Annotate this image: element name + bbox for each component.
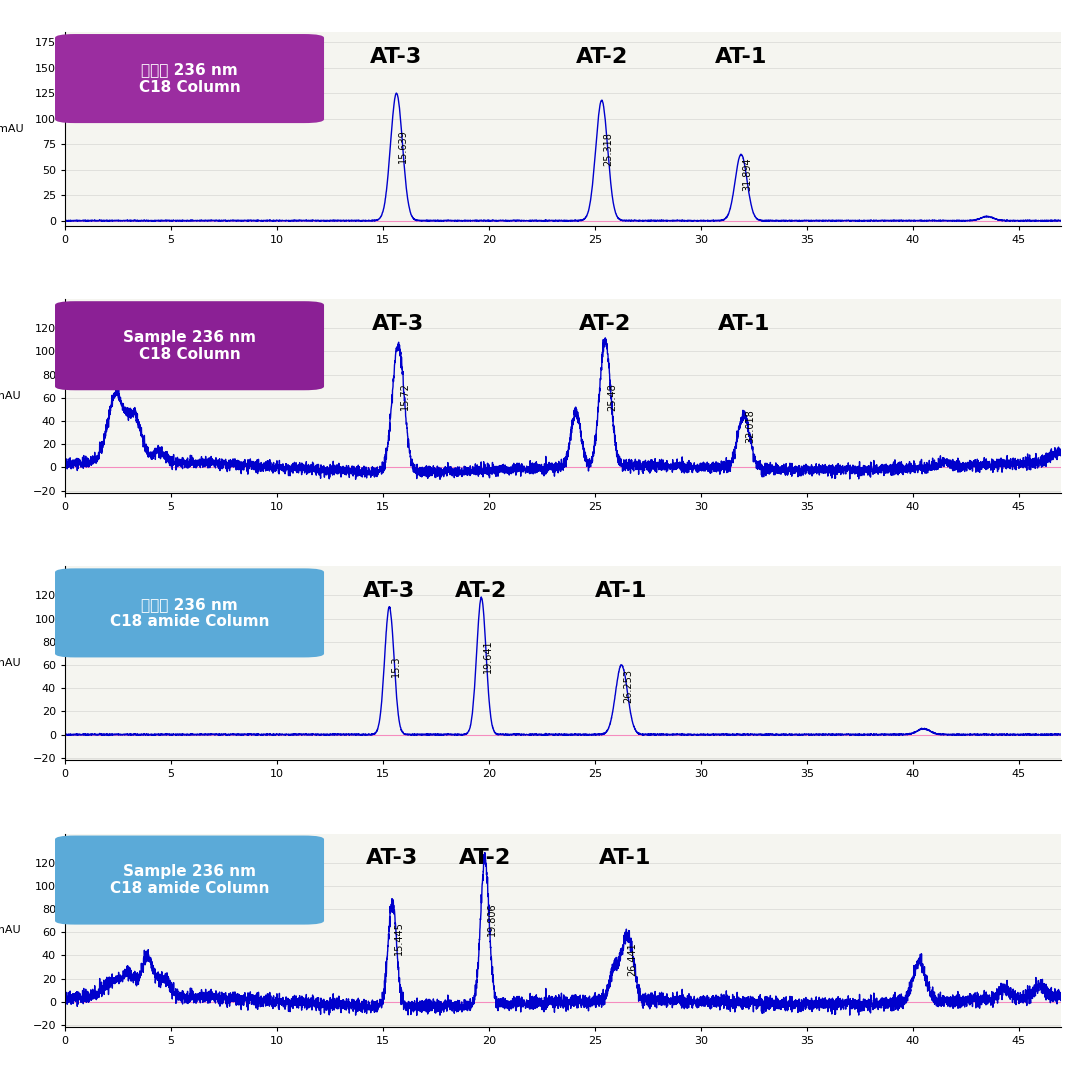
Text: Sample 236 nm
C18 Column: Sample 236 nm C18 Column (123, 330, 256, 362)
FancyBboxPatch shape (55, 301, 324, 391)
Text: 표준품 236 nm
C18 amide Column: 표준품 236 nm C18 amide Column (109, 597, 270, 629)
Text: 19.806: 19.806 (486, 903, 496, 936)
Text: 15.639: 15.639 (399, 129, 408, 164)
Text: AT-2: AT-2 (575, 47, 628, 67)
Text: 표준품 236 nm
C18 Column: 표준품 236 nm C18 Column (139, 62, 240, 95)
Y-axis label: mAU: mAU (0, 926, 21, 935)
Text: AT-2: AT-2 (455, 581, 508, 601)
Text: AT-1: AT-1 (596, 581, 648, 601)
Y-axis label: mAU: mAU (0, 391, 21, 401)
Text: 25.48: 25.48 (606, 383, 617, 411)
Text: 31.894: 31.894 (743, 157, 753, 190)
Y-axis label: mAU: mAU (0, 658, 21, 669)
Text: AT-2: AT-2 (459, 849, 511, 869)
Text: AT-3: AT-3 (370, 47, 422, 67)
Text: AT-3: AT-3 (373, 315, 425, 334)
Text: AT-1: AT-1 (718, 315, 770, 334)
Text: AT-3: AT-3 (363, 581, 416, 601)
Text: AT-1: AT-1 (715, 47, 767, 67)
Y-axis label: mAU: mAU (0, 124, 23, 134)
FancyBboxPatch shape (55, 568, 324, 657)
FancyBboxPatch shape (55, 836, 324, 924)
Text: 19.641: 19.641 (483, 640, 493, 673)
Text: 15.445: 15.445 (394, 921, 404, 954)
Text: Sample 236 nm
C18 amide Column: Sample 236 nm C18 amide Column (109, 863, 270, 897)
Text: 25.318: 25.318 (603, 133, 613, 167)
FancyBboxPatch shape (55, 34, 324, 123)
Text: 26.441: 26.441 (627, 942, 637, 976)
Text: 15.72: 15.72 (400, 382, 410, 410)
Text: AT-3: AT-3 (366, 849, 418, 869)
Text: 26.253: 26.253 (623, 669, 634, 703)
Text: AT-2: AT-2 (579, 315, 631, 334)
Text: AT-1: AT-1 (599, 849, 652, 869)
Text: 32.018: 32.018 (745, 410, 756, 443)
Text: 15.3: 15.3 (391, 656, 401, 677)
